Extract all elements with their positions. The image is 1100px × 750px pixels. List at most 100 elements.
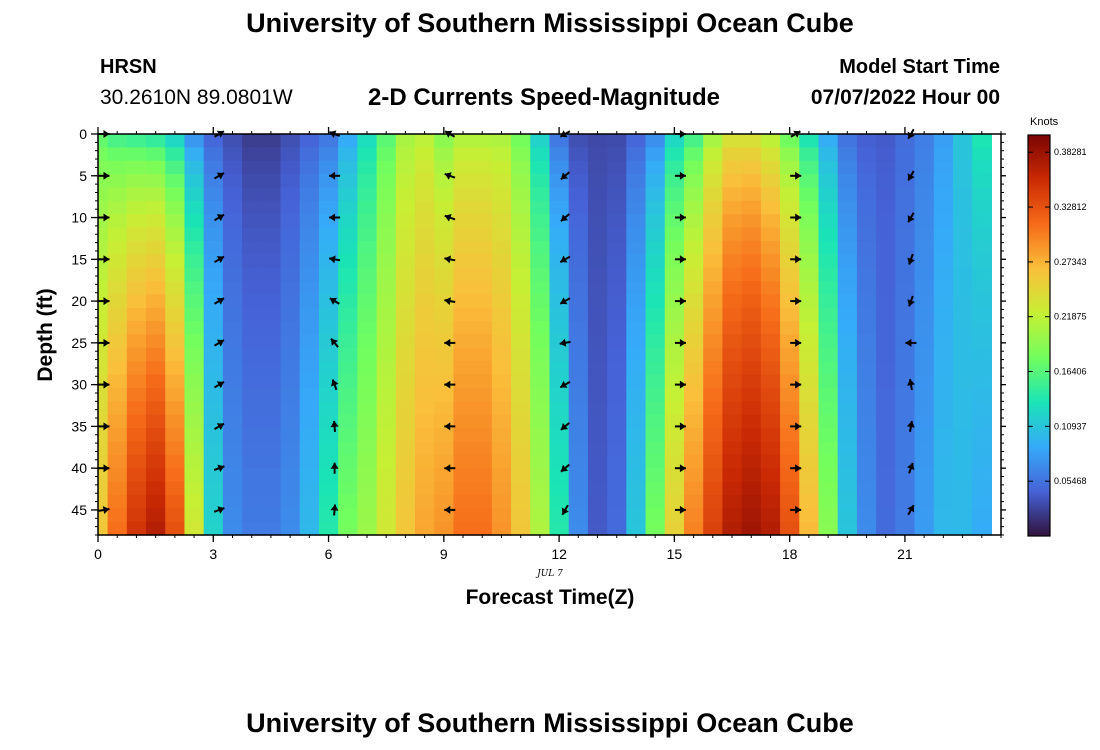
heatmap-cell — [972, 214, 992, 229]
heatmap-cell — [664, 254, 685, 269]
heatmap-cell — [722, 307, 743, 322]
heatmap-cell — [107, 254, 128, 269]
heatmap-cell — [664, 307, 685, 322]
vector-head — [795, 505, 802, 514]
heatmap-cell — [203, 387, 224, 402]
heatmap-cell — [799, 321, 820, 336]
heatmap-cell — [818, 494, 839, 509]
heatmap-cell — [107, 200, 128, 215]
heatmap-cell — [299, 214, 320, 229]
heatmap-cell — [837, 307, 858, 322]
heatmap-cell — [434, 147, 455, 162]
heatmap-cell — [837, 481, 858, 496]
heatmap-cell — [299, 254, 320, 269]
current-vector — [559, 380, 571, 389]
heatmap-cell — [933, 481, 954, 496]
heatmap-cell — [856, 174, 877, 189]
heatmap-cell — [837, 347, 858, 362]
vector-head — [444, 172, 452, 180]
heatmap-cell — [933, 494, 954, 509]
heatmap-cell — [261, 374, 282, 389]
heatmap-cell — [338, 387, 358, 402]
heatmap-cell — [664, 347, 685, 362]
heatmap-cell — [837, 267, 858, 282]
heatmap-cell — [799, 521, 820, 536]
heatmap-cell — [376, 374, 397, 389]
heatmap-cell — [415, 334, 435, 349]
vector-head — [103, 380, 110, 389]
heatmap-cell — [299, 240, 320, 255]
vector-head — [679, 338, 686, 347]
heatmap-cell — [837, 441, 858, 456]
heatmap-cell — [760, 267, 781, 282]
heatmap-cell — [491, 387, 512, 402]
heatmap-cell — [587, 361, 608, 376]
heatmap-cell — [222, 214, 243, 229]
vector-head — [905, 338, 912, 347]
heatmap-cell — [395, 134, 416, 148]
colorbar-label: Knots — [1030, 116, 1059, 128]
heatmap-cell — [664, 174, 685, 189]
heatmap-cell — [415, 508, 435, 523]
heatmap-cell — [472, 468, 493, 483]
heatmap-cell — [222, 200, 243, 215]
current-vector — [907, 504, 915, 516]
heatmap-cell — [703, 294, 724, 309]
heatmap-cell — [126, 454, 147, 469]
heatmap-cell — [856, 294, 877, 309]
heatmap-cell — [395, 468, 416, 483]
heatmap-cell — [972, 361, 992, 376]
heatmap-cell — [952, 267, 973, 282]
heatmap-cell — [664, 200, 685, 215]
heatmap-cell — [683, 227, 704, 242]
heatmap-cell — [876, 294, 896, 309]
heatmap-cell — [530, 494, 551, 509]
heatmap-cell — [395, 321, 416, 336]
heatmap-cell — [876, 134, 896, 148]
heatmap-cell — [799, 200, 820, 215]
heatmap-cell — [511, 134, 531, 148]
heatmap-cell — [338, 334, 358, 349]
heatmap-cell — [107, 334, 128, 349]
heatmap-cell — [876, 307, 896, 322]
heatmap-cell — [318, 521, 339, 536]
heatmap-cell — [914, 334, 935, 349]
heatmap-cell — [222, 361, 243, 376]
heatmap-cell — [818, 200, 839, 215]
heatmap-cell — [184, 200, 205, 215]
heatmap-cell — [491, 281, 512, 295]
current-vector — [674, 255, 686, 264]
heatmap-cell — [146, 227, 166, 242]
heatmap-cell — [587, 468, 608, 483]
heatmap-cell — [741, 214, 762, 229]
x-tick-label: 18 — [782, 546, 798, 562]
heatmap-cell — [972, 254, 992, 269]
heatmap-cell — [568, 468, 589, 483]
heatmap-cell — [760, 174, 781, 189]
heatmap-cell — [703, 401, 724, 416]
heatmap-cell — [876, 147, 896, 162]
heatmap-cell — [664, 281, 685, 295]
heatmap-cell — [203, 200, 224, 215]
heatmap-cell — [261, 508, 282, 523]
heatmap-cell — [98, 214, 109, 229]
heatmap-cell — [472, 441, 493, 456]
heatmap-cell — [549, 387, 570, 402]
heatmap-cell — [549, 494, 570, 509]
heatmap-cell — [741, 521, 762, 536]
heatmap-cell — [645, 361, 666, 376]
current-vector — [674, 464, 686, 473]
heatmap-cell — [165, 414, 186, 429]
heatmap-cell — [415, 361, 435, 376]
heatmap-cell — [741, 428, 762, 443]
heatmap-cell — [280, 414, 301, 429]
vector-head — [329, 255, 336, 264]
heatmap-cell — [607, 187, 627, 202]
current-vector — [907, 253, 915, 265]
heatmap-cell — [318, 227, 339, 242]
heatmap-cell — [914, 214, 935, 229]
heatmap-cell — [491, 374, 512, 389]
heatmap-cell — [203, 494, 224, 509]
heatmap-cell — [98, 160, 109, 175]
heatmap-cell — [453, 454, 474, 469]
